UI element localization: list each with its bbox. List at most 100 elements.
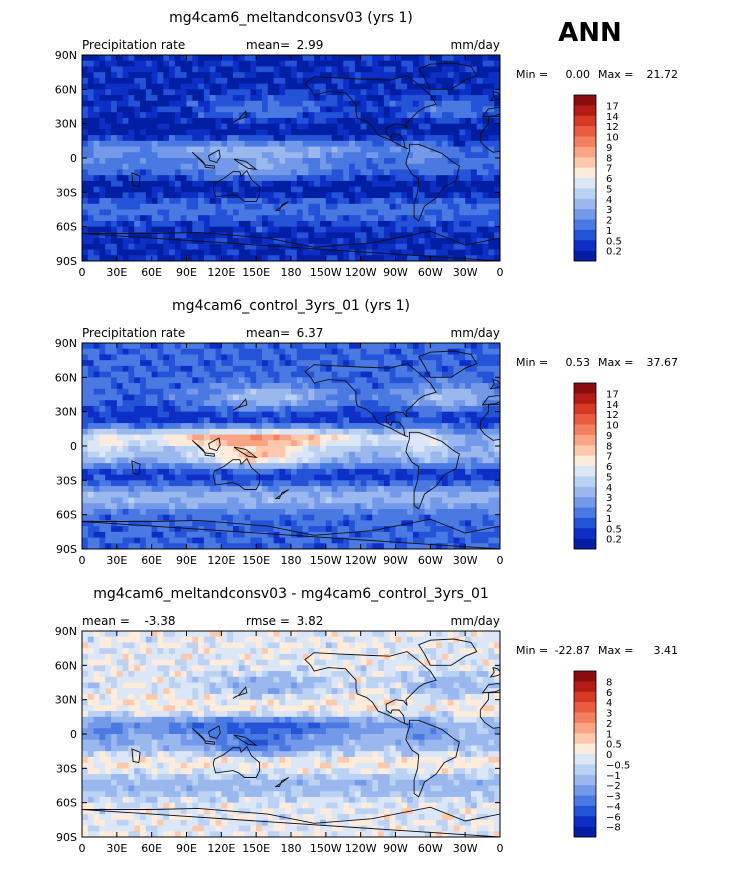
- field-cell: [111, 78, 117, 84]
- field-cell: [349, 175, 355, 181]
- field-cell: [157, 141, 163, 147]
- field-cell: [163, 486, 169, 492]
- field-cell: [82, 349, 88, 355]
- field-cell: [198, 377, 204, 383]
- field-cell: [134, 210, 140, 216]
- field-cell: [157, 215, 163, 221]
- field-cell: [343, 417, 349, 423]
- field-cell: [262, 152, 268, 158]
- field-cell: [337, 515, 343, 521]
- field-cell: [274, 417, 280, 423]
- field-cell: [105, 389, 111, 395]
- field-cell: [187, 169, 193, 175]
- field-cell: [157, 429, 163, 435]
- field-cell: [430, 112, 436, 118]
- field-cell: [216, 520, 222, 526]
- field-cell: [332, 452, 338, 458]
- field-cell: [448, 366, 454, 372]
- field-cell: [413, 89, 419, 95]
- field-cell: [454, 343, 460, 349]
- colorbar-box: [574, 209, 596, 220]
- field-cell: [436, 227, 442, 233]
- field-cell: [366, 187, 372, 193]
- field-cell: [181, 366, 187, 372]
- field-cell: [169, 354, 175, 360]
- field-cell: [256, 366, 262, 372]
- field-cell: [105, 238, 111, 244]
- field-cell: [436, 112, 442, 118]
- field-cell: [343, 372, 349, 378]
- field-cell: [210, 118, 216, 124]
- field-cell: [471, 164, 477, 170]
- field-cell: [436, 406, 442, 412]
- field-cell: [117, 187, 123, 193]
- field-cell: [320, 147, 326, 153]
- field-cell: [88, 221, 94, 227]
- field-cell: [477, 343, 483, 349]
- field-cell: [117, 169, 123, 175]
- field-cell: [216, 238, 222, 244]
- field-cell: [152, 457, 158, 463]
- field-cell: [105, 366, 111, 372]
- field-cell: [239, 78, 245, 84]
- field-cell: [430, 446, 436, 452]
- field-cell: [390, 169, 396, 175]
- field-cell: [355, 463, 361, 469]
- field-cell: [314, 469, 320, 475]
- field-cell: [250, 354, 256, 360]
- field-cell: [88, 475, 94, 481]
- x-tick-label: 60W: [418, 266, 443, 279]
- field-cell: [279, 101, 285, 107]
- field-cell: [279, 164, 285, 170]
- field-cell: [332, 469, 338, 475]
- field-cell: [245, 412, 251, 418]
- field-cell: [210, 389, 216, 395]
- field-cell: [140, 135, 146, 141]
- field-cell: [332, 101, 338, 107]
- field-cell: [337, 509, 343, 515]
- field-cell: [448, 250, 454, 256]
- field-cell: [99, 158, 105, 164]
- field-cell: [94, 118, 100, 124]
- field-cell: [256, 463, 262, 469]
- field-cell: [157, 492, 163, 498]
- field-cell: [163, 158, 169, 164]
- field-cell: [349, 389, 355, 395]
- field-cell: [320, 492, 326, 498]
- field-cell: [250, 175, 256, 181]
- field-cell: [314, 204, 320, 210]
- field-cell: [262, 457, 268, 463]
- field-cell: [349, 210, 355, 216]
- field-cell: [128, 181, 134, 187]
- field-cell: [361, 509, 367, 515]
- field-cell: [216, 129, 222, 135]
- field-cell: [245, 372, 251, 378]
- field-cell: [372, 95, 378, 101]
- field-cell: [448, 227, 454, 233]
- field-cell: [134, 107, 140, 113]
- field-cell: [488, 164, 494, 170]
- field-cell: [146, 210, 152, 216]
- field-cell: [308, 417, 314, 423]
- field-cell: [326, 204, 332, 210]
- field-cell: [233, 486, 239, 492]
- field-cell: [419, 187, 425, 193]
- field-cell: [117, 354, 123, 360]
- field-cell: [227, 215, 233, 221]
- field-cell: [117, 221, 123, 227]
- field-cell: [488, 181, 494, 187]
- field-cell: [94, 492, 100, 498]
- field-cell: [274, 446, 280, 452]
- field-cell: [442, 101, 448, 107]
- colorbar-label: 9: [606, 143, 612, 154]
- field-cell: [425, 158, 431, 164]
- field-cell: [390, 509, 396, 515]
- field-cell: [285, 417, 291, 423]
- field-cell: [152, 509, 158, 515]
- field-cell: [285, 152, 291, 158]
- field-cell: [152, 395, 158, 401]
- field-cell: [123, 417, 129, 423]
- field-cell: [285, 221, 291, 227]
- field-cell: [152, 89, 158, 95]
- field-cell: [488, 354, 494, 360]
